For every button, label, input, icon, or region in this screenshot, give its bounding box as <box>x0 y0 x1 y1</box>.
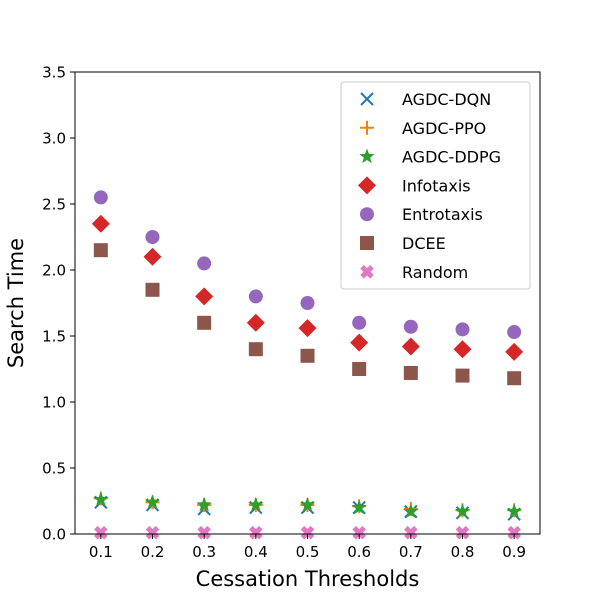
x-axis-label: Cessation Thresholds <box>196 567 420 591</box>
data-point <box>453 340 472 359</box>
data-point <box>145 230 160 244</box>
data-point <box>298 319 317 338</box>
data-point <box>94 525 108 540</box>
data-point <box>197 256 212 271</box>
data-point <box>195 287 214 306</box>
x-tick-label: 0.2 <box>141 543 165 561</box>
y-tick-label: 1.5 <box>42 328 66 346</box>
data-point <box>246 313 265 332</box>
legend-marker <box>359 148 375 164</box>
series-dcee <box>93 243 522 386</box>
data-point <box>403 365 418 380</box>
data-point <box>299 496 316 512</box>
x-tick-label: 0.3 <box>192 543 216 561</box>
series-entrotaxis <box>93 190 522 340</box>
y-tick-label: 2.0 <box>42 262 66 280</box>
data-point <box>454 503 471 519</box>
data-point <box>350 333 369 352</box>
series-random <box>94 525 521 540</box>
x-tick-label: 0.7 <box>399 543 423 561</box>
legend-marker <box>360 265 374 279</box>
legend-marker <box>360 120 374 135</box>
x-tick-label: 0.5 <box>296 543 320 561</box>
data-point <box>143 247 162 266</box>
y-tick-label: 2.5 <box>42 196 66 214</box>
x-tick-label: 0.4 <box>244 543 268 561</box>
y-tick-label: 0.5 <box>42 460 66 478</box>
series-agdc-ddpg <box>93 491 522 519</box>
x-tick-label: 0.9 <box>502 543 526 561</box>
data-point <box>93 491 109 507</box>
x-tick-label: 0.8 <box>451 543 475 561</box>
data-point <box>91 214 110 233</box>
data-point <box>352 362 367 376</box>
data-point <box>145 282 160 297</box>
legend: AGDC-DQN AGDC-PPO AGDC-DDPG Infotaxis Entrot… <box>340 81 531 290</box>
data-point <box>507 525 521 540</box>
data-point <box>248 289 263 304</box>
data-point <box>505 342 524 361</box>
plot-frame <box>74 71 541 535</box>
data-point <box>93 190 108 205</box>
y-tick-label: 0.0 <box>42 526 66 544</box>
legend-frame <box>340 81 531 290</box>
series-infotaxis <box>91 214 524 361</box>
data-point <box>196 496 212 512</box>
data-point <box>300 525 315 540</box>
legend-label: Infotaxis <box>402 176 471 195</box>
data-point <box>93 243 108 258</box>
data-point <box>352 315 367 330</box>
data-point <box>455 368 470 383</box>
data-point <box>144 494 161 509</box>
data-point <box>404 525 418 540</box>
data-point <box>248 342 263 357</box>
legend-marker <box>358 176 376 195</box>
data-point <box>197 315 212 330</box>
data-point <box>455 322 470 337</box>
data-point <box>248 496 264 512</box>
data-point <box>197 525 211 540</box>
y-tick-label: 3.5 <box>42 64 66 82</box>
x-axis: 0.1 0.2 0.3 0.4 0.5 0.6 0.7 0.8 0.9 <box>89 534 526 561</box>
x-tick-label: 0.1 <box>89 543 113 561</box>
legend-label: DCEE <box>402 234 446 253</box>
data-point <box>506 503 522 519</box>
legend-label: Entrotaxis <box>402 205 483 224</box>
legend-label: AGDC-DQN <box>402 90 491 109</box>
data-marks <box>91 190 524 540</box>
legend-label: Random <box>402 263 468 282</box>
y-axis-label: Search Time <box>4 238 28 368</box>
legend-label: AGDC-PPO <box>402 119 486 138</box>
data-point <box>403 503 419 519</box>
data-point <box>507 371 522 386</box>
data-point <box>507 325 522 340</box>
data-point <box>351 499 367 515</box>
legend-marker <box>360 92 374 106</box>
y-tick-label: 1.0 <box>42 394 66 412</box>
data-point <box>403 319 418 334</box>
data-point <box>300 296 315 310</box>
legend-marker <box>360 207 374 222</box>
legend-label: AGDC-DDPG <box>402 148 501 167</box>
data-point <box>352 525 366 540</box>
legend-marker <box>360 236 374 250</box>
data-point <box>249 525 263 540</box>
y-tick-label: 3.0 <box>42 130 66 148</box>
y-axis: 0.0 0.5 1.0 1.5 2.0 2.5 3.0 3.5 <box>42 64 75 544</box>
data-point <box>401 337 420 356</box>
data-point <box>300 348 315 363</box>
data-point <box>145 525 160 540</box>
x-tick-label: 0.6 <box>347 543 371 561</box>
data-point <box>455 525 470 540</box>
